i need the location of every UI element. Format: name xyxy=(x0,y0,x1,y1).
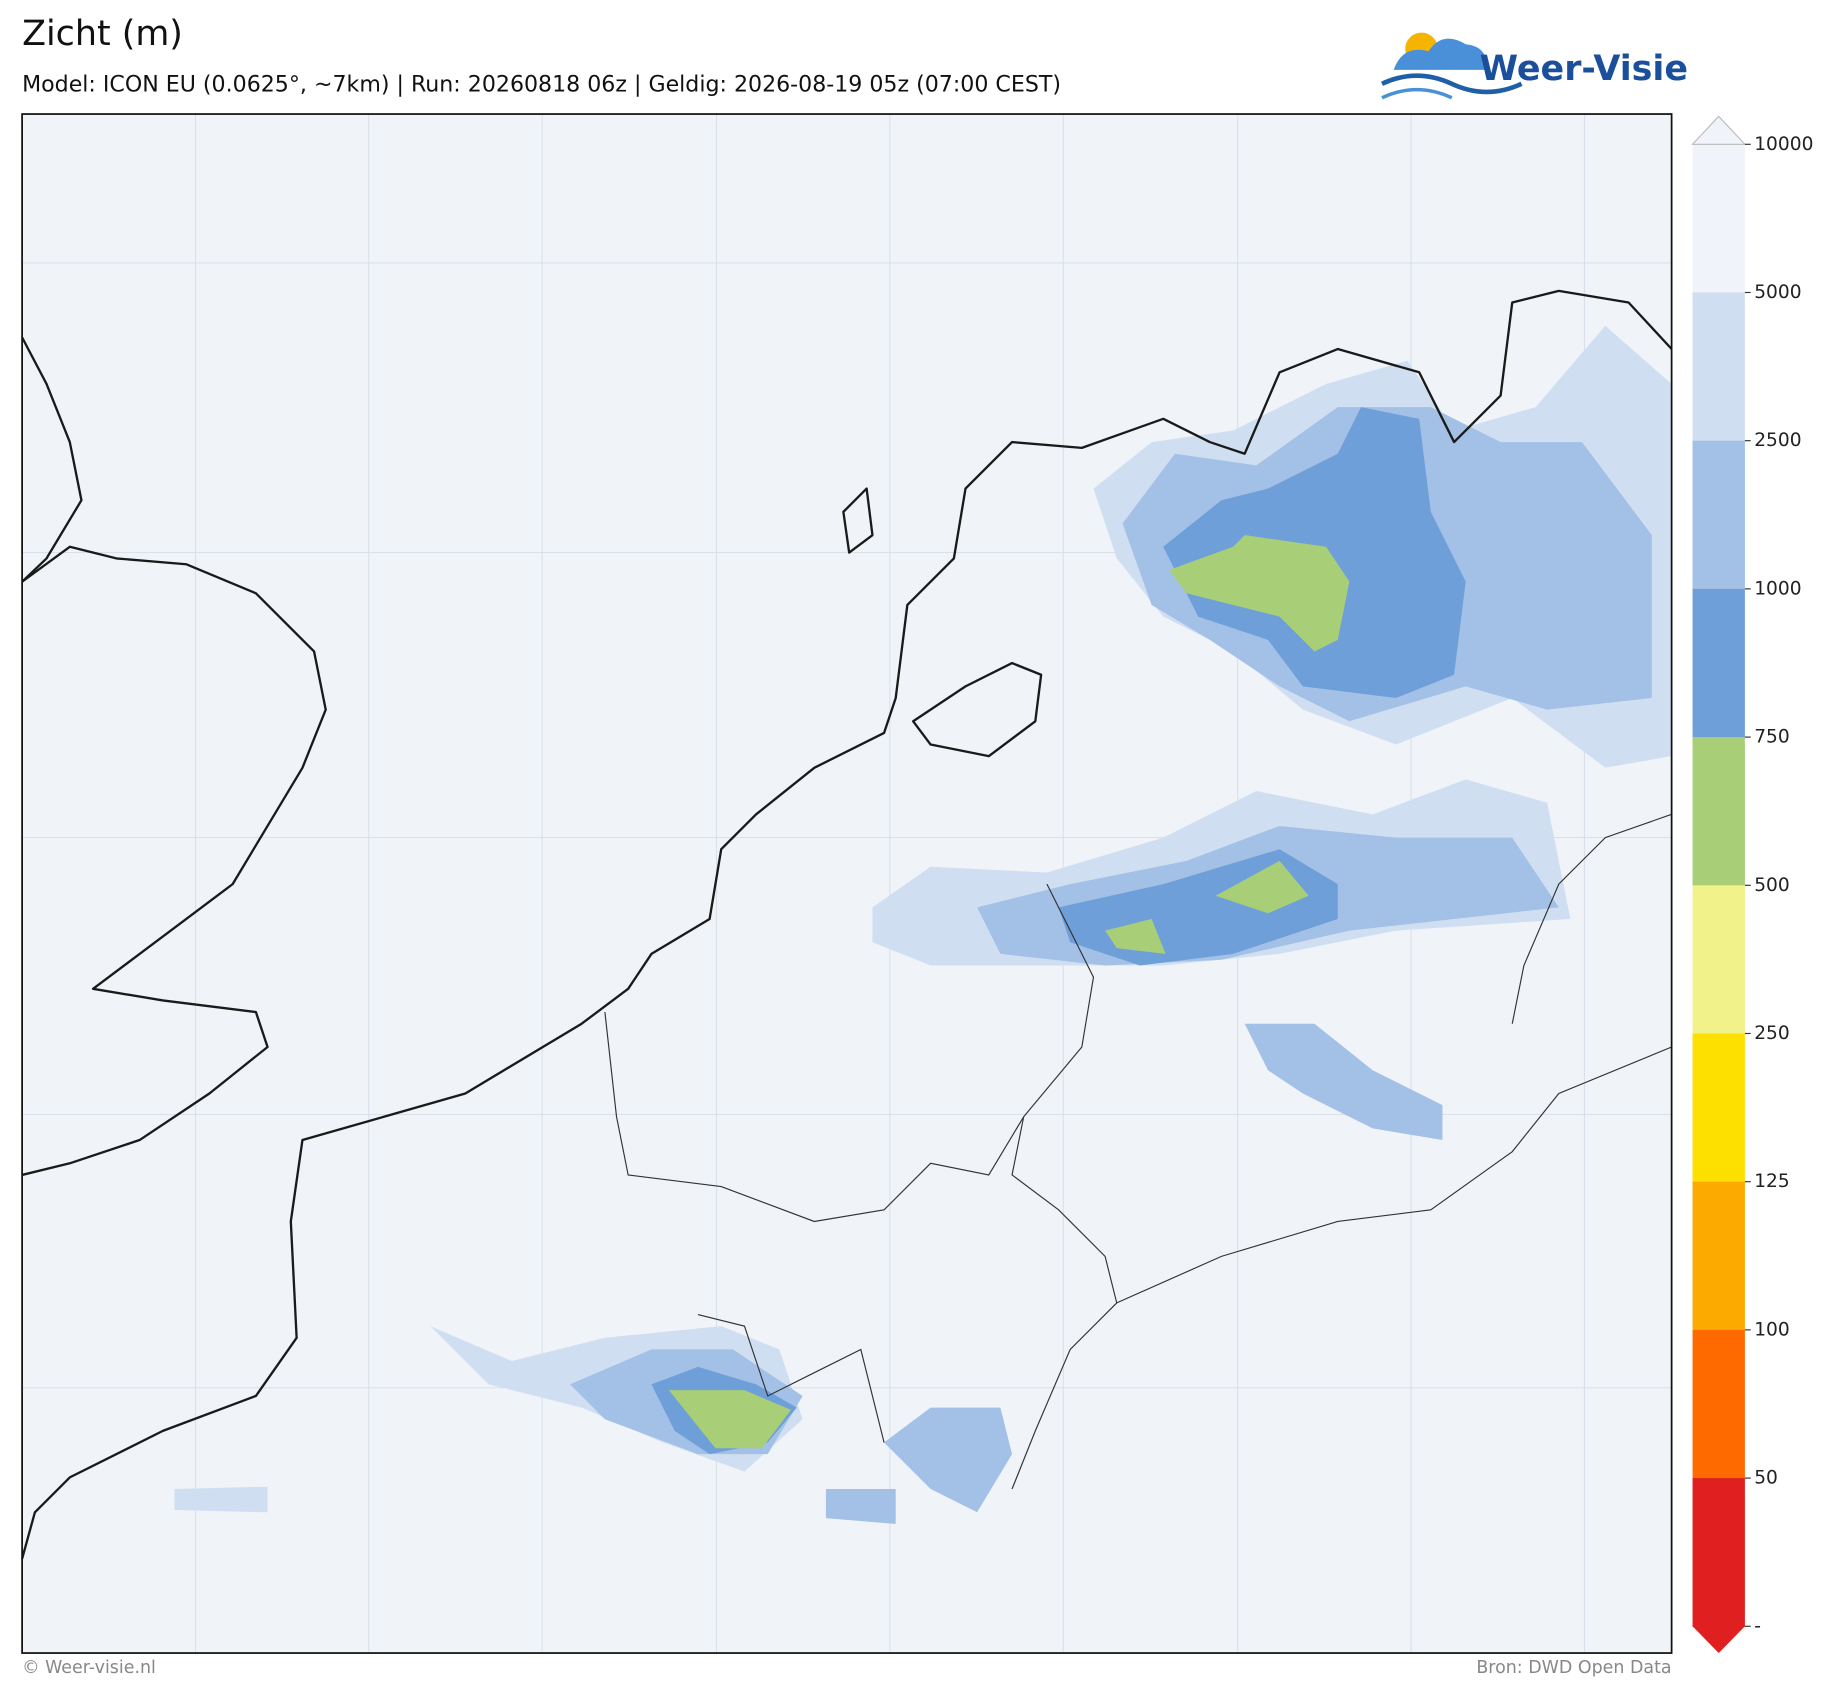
colorbar-label: 10000 xyxy=(1754,134,1813,155)
colorbar-label: 500 xyxy=(1754,875,1790,896)
colorbar-segment xyxy=(1692,885,1745,1035)
colorbar-segment xyxy=(1692,737,1745,886)
footer-left: © Weer-visie.nl xyxy=(22,1658,156,1678)
footer-right: Bron: DWD Open Data xyxy=(1476,1658,1671,1678)
colorbar-segment xyxy=(1692,144,1745,294)
colorbar-segment xyxy=(1692,292,1745,442)
colorbar-extend-bottom xyxy=(1692,1626,1745,1654)
colorbar-label: 100 xyxy=(1754,1319,1790,1340)
colorbar: 10000 5000 2500 1000 750 500 250 125 100 50 - xyxy=(1691,115,1813,1654)
colorbar-label: 750 xyxy=(1754,727,1790,748)
colorbar-segment xyxy=(1692,440,1745,590)
subtitle: Model: ICON EU (0.0625°, ~7km) | Run: 20… xyxy=(22,71,1061,97)
colorbar-label: 2500 xyxy=(1754,430,1801,451)
colorbar-segment xyxy=(1692,588,1745,738)
colorbar-segment xyxy=(1692,1033,1745,1183)
logo: Weer-Visie xyxy=(1380,32,1688,100)
colorbar-label: 5000 xyxy=(1754,282,1801,303)
logo-text: Weer-Visie xyxy=(1480,49,1688,89)
colorbar-label: 250 xyxy=(1754,1023,1790,1044)
colorbar-segment xyxy=(1692,1478,1745,1627)
colorbar-label: 1000 xyxy=(1754,578,1801,599)
colorbar-segment xyxy=(1692,1329,1745,1479)
title: Zicht (m) xyxy=(22,14,183,54)
map xyxy=(20,113,1673,1654)
colorbar-segment xyxy=(1692,1181,1745,1331)
colorbar-label: 125 xyxy=(1754,1171,1790,1192)
colorbar-label: - xyxy=(1754,1616,1761,1637)
colorbar-extend-top xyxy=(1691,115,1747,145)
colorbar-label: 50 xyxy=(1754,1468,1778,1489)
